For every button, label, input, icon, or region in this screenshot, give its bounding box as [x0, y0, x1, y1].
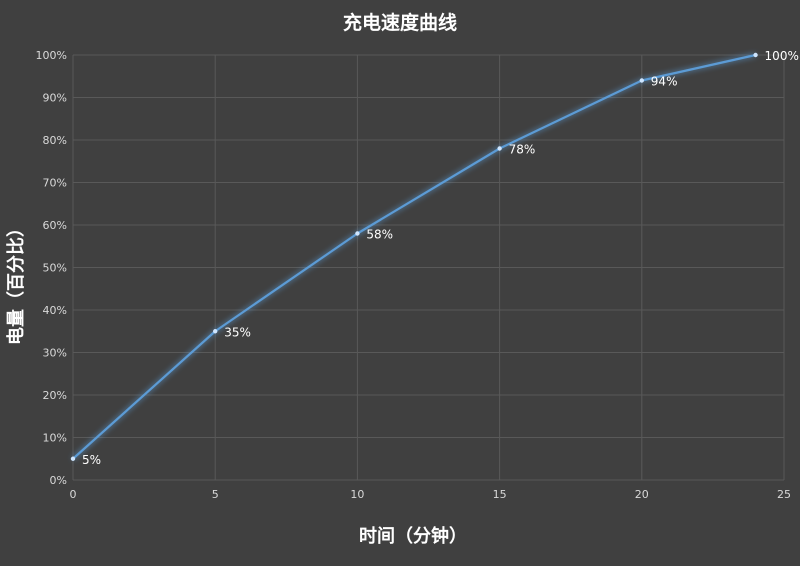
y-tick-label: 30%: [43, 347, 67, 360]
data-point: [355, 231, 360, 236]
x-tick-label: 20: [635, 488, 649, 501]
y-tick-label: 40%: [43, 304, 67, 317]
data-point: [213, 329, 218, 334]
y-tick-label: 50%: [43, 262, 67, 275]
y-tick-label: 80%: [43, 134, 67, 147]
chart-title: 充电速度曲线: [343, 11, 457, 34]
data-label: 35%: [224, 325, 251, 339]
series: [70, 52, 758, 461]
x-tick-label: 10: [350, 488, 364, 501]
data-label: 78%: [509, 143, 536, 157]
data-point: [497, 146, 502, 151]
data-label: 100%: [765, 49, 799, 63]
data-label: 58%: [366, 228, 393, 242]
x-tick-label: 5: [212, 488, 219, 501]
data-point: [753, 52, 758, 58]
data-point: [70, 456, 76, 461]
x-tick-label: 0: [70, 488, 77, 501]
x-tick-label: 15: [493, 488, 507, 501]
data-label: 94%: [651, 75, 678, 89]
y-tick-label: 70%: [43, 177, 67, 190]
x-axis-title: 时间（分钟）: [359, 525, 467, 547]
series-line: [72, 53, 756, 460]
data-labels: 5% 35% 58% 78% 94% 100%: [82, 49, 799, 467]
grid: [72, 54, 785, 481]
y-tick-label: 90%: [43, 92, 67, 105]
y-tick-label: 100%: [36, 49, 67, 62]
data-label: 5%: [82, 453, 101, 467]
y-tick-label: 0%: [50, 474, 67, 487]
y-tick-label: 10%: [43, 432, 67, 445]
data-point: [639, 78, 644, 83]
y-tick-label: 60%: [43, 219, 67, 232]
axes: 0% 10% 20% 30% 40% 50% 60% 70% 80% 90% 100% 0 5 10 15 2…: [36, 49, 791, 501]
x-tick-label: 25: [777, 488, 791, 501]
y-tick-label: 20%: [43, 389, 67, 402]
y-axis-title: 电量（百分比）: [5, 219, 27, 345]
